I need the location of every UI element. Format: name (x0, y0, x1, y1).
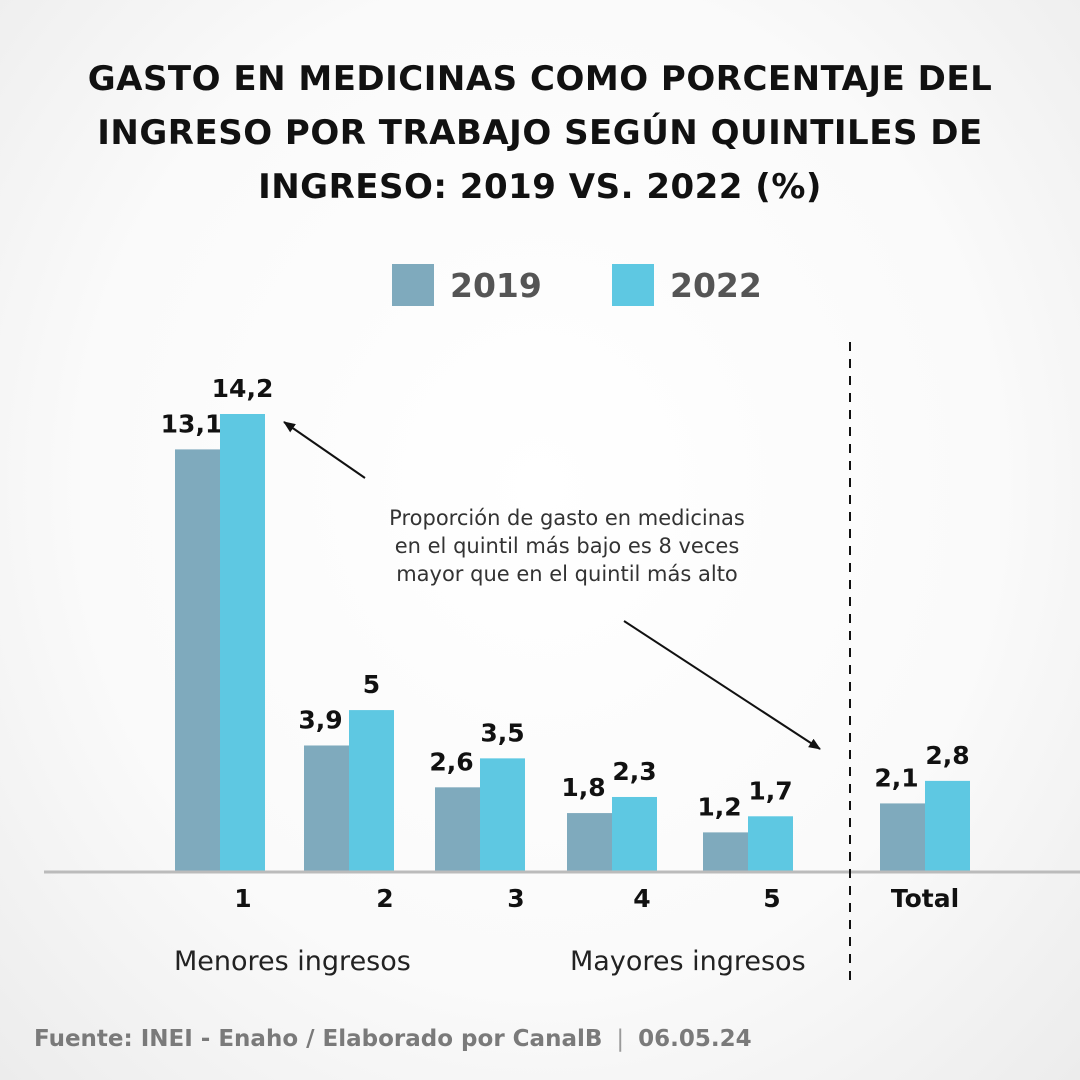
bar-2019-cat-1 (175, 449, 220, 871)
footer: Fuente: INEI - Enaho / Elaborado por Can… (34, 1026, 752, 1052)
bar-value-label-2022-cat-1: 14,2 (212, 374, 274, 403)
annotation-arrow-down (623, 620, 821, 750)
x-tick-label-2: 2 (376, 884, 393, 913)
title-line-1: GASTO EN MEDICINAS COMO PORCENTAJE DEL (87, 59, 993, 99)
bar-2022-cat-3 (480, 758, 525, 871)
annotation-line-1: Proporción de gasto en medicinas (389, 506, 745, 530)
x-tick-label-3: 3 (507, 884, 524, 913)
bar-2019-cat-6 (880, 803, 925, 871)
bar-2022-cat-5 (748, 816, 793, 871)
footer-separator: | (616, 1026, 625, 1052)
bar-value-label-2019-cat-5: 1,2 (697, 792, 741, 821)
x-tick-label-1: 1 (234, 884, 251, 913)
bar-2022-cat-6 (925, 780, 970, 871)
group-label-low-income: Menores ingresos (174, 946, 411, 977)
annotation-line-3: mayor que en el quintil más alto (396, 562, 738, 586)
bar-value-label-2019-cat-6: 2,1 (874, 763, 918, 792)
bar-value-label-2022-cat-2: 5 (363, 670, 380, 699)
annotation-line-2: en el quintil más bajo es 8 veces (395, 534, 740, 558)
bars: 13,1 14,2 1 3,9 5 2 2,63,5 3 1,82,3 4 1,21,7 5 2,12,… (161, 374, 970, 913)
legend-swatch-2022 (612, 264, 654, 306)
bar-value-label-2019-cat-4: 1,8 (561, 773, 605, 802)
bar-value-label-2022-cat-4: 2,3 (612, 757, 656, 786)
bar-2022-cat-4 (612, 796, 657, 871)
chart-title: GASTO EN MEDICINAS COMO PORCENTAJE DEL I… (20, 52, 1060, 214)
bar-value-label-2019-cat-2: 3,9 (298, 705, 342, 734)
annotation-arrow-up (283, 421, 366, 479)
legend-item-2019: 2019 (392, 262, 542, 308)
bar-2022-cat-1 (220, 414, 265, 871)
x-tick-label-4: 4 (633, 884, 650, 913)
bar-value-label-2022-cat-5: 1,7 (748, 776, 792, 805)
bar-value-label-2022-cat-6: 2,8 (925, 741, 969, 770)
group-label-high-income: Mayores ingresos (570, 946, 806, 977)
bar-value-label-2022-cat-3: 3,5 (480, 718, 524, 747)
bar-value-label-2019-cat-1: 13,1 (161, 409, 223, 438)
bar-2022-cat-2 (349, 710, 394, 871)
footer-date: 06.05.24 (638, 1026, 752, 1052)
footer-source: Fuente: INEI - Enaho / Elaborado por Can… (34, 1026, 603, 1052)
legend-item-2022: 2022 (612, 262, 762, 308)
legend-swatch-2019 (392, 264, 434, 306)
title-line-2: INGRESO POR TRABAJO SEGÚN QUINTILES DE (97, 113, 983, 153)
legend: 2019 2022 (0, 262, 1080, 308)
bar-2019-cat-2 (304, 745, 349, 871)
bar-2019-cat-3 (435, 787, 480, 871)
bar-2019-cat-4 (567, 813, 612, 871)
x-tick-label-5: 5 (763, 884, 780, 913)
title-line-3: INGRESO: 2019 VS. 2022 (%) (258, 167, 822, 207)
bar-value-label-2019-cat-3: 2,6 (429, 747, 473, 776)
x-tick-label-6: Total (891, 884, 959, 913)
bar-2019-cat-5 (703, 832, 748, 871)
legend-label-2019: 2019 (450, 265, 542, 305)
legend-label-2022: 2022 (670, 265, 762, 305)
